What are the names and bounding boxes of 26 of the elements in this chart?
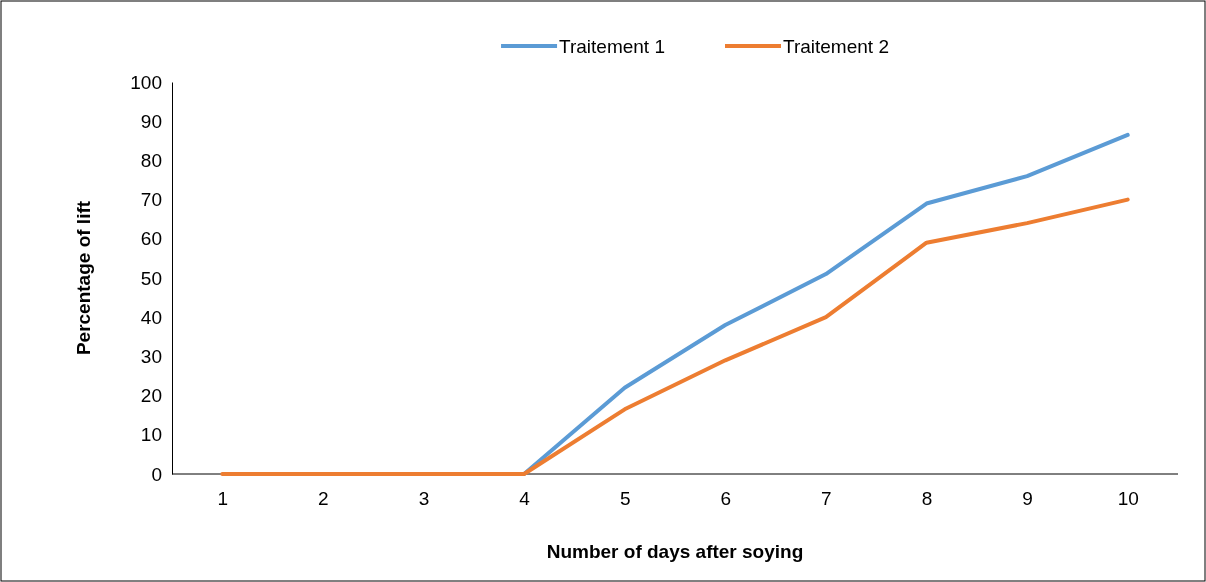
x-tick-label: 9: [1022, 488, 1033, 510]
x-tick-label: 4: [519, 488, 531, 510]
y-tick-label: 100: [130, 71, 162, 93]
x-tick-label: 5: [619, 488, 631, 510]
y-tick-label: 0: [151, 463, 162, 485]
legend-label: Traitement 1: [559, 36, 665, 57]
legend-label: Traitement 2: [783, 36, 889, 57]
x-tick-label: 2: [318, 488, 329, 510]
x-tick-label: 1: [217, 488, 229, 510]
y-tick-label: 10: [140, 424, 162, 446]
y-tick-label: 60: [140, 228, 162, 250]
line-series: [220, 197, 1130, 476]
y-axis-title: Percentage of lift: [73, 200, 94, 356]
x-tick-label: 10: [1117, 488, 1139, 510]
x-tick-label: 8: [921, 488, 933, 510]
x-tick-label: 6: [720, 488, 732, 510]
x-axis-title: Number of days after soying: [546, 541, 804, 562]
y-tick-label: 80: [140, 149, 162, 171]
x-tick-label: 3: [418, 488, 430, 510]
y-tick-label: 40: [140, 306, 162, 328]
y-tick-label: 20: [140, 385, 162, 407]
y-tick-label: 50: [140, 267, 162, 289]
y-tick-label: 70: [140, 189, 162, 211]
y-tick-label: 30: [140, 345, 162, 367]
y-tick-label: 90: [140, 110, 162, 132]
x-tick-label: 7: [821, 488, 832, 510]
